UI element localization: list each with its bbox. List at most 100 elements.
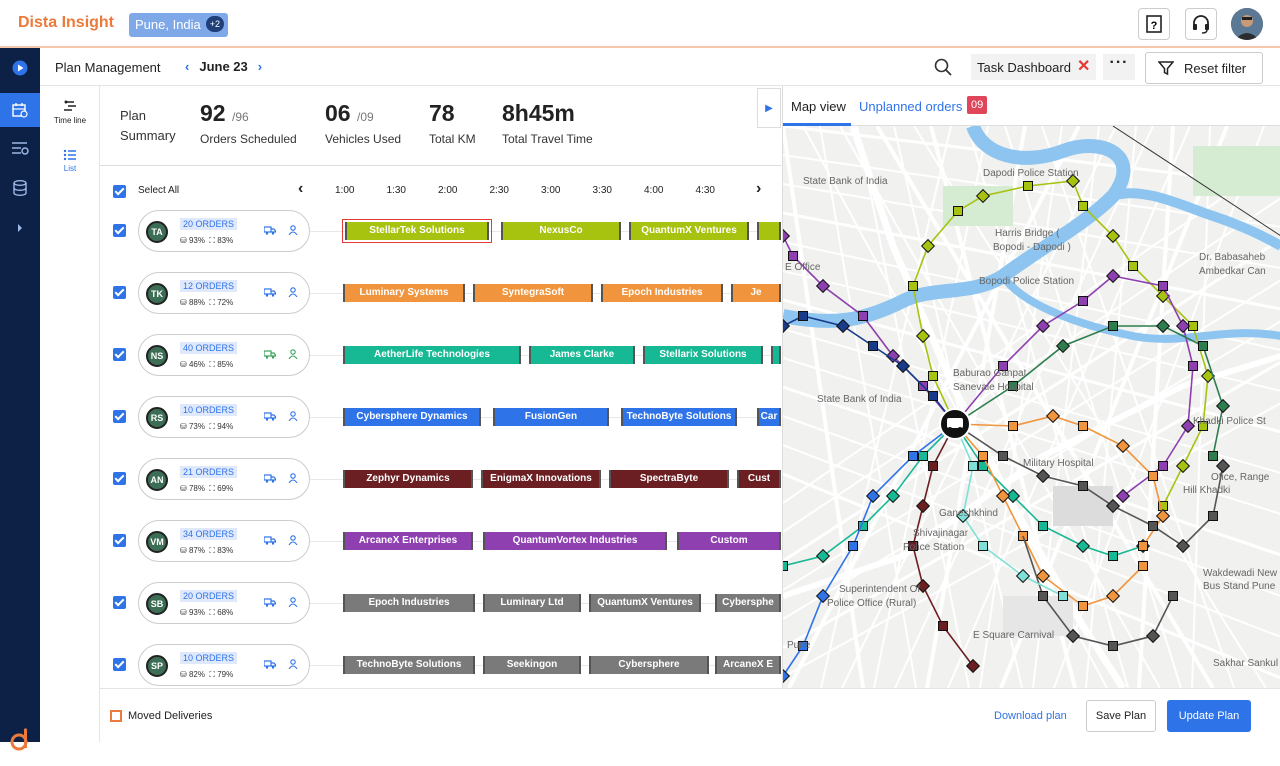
task-bar[interactable]: SpectraByte — [609, 470, 729, 488]
tab-timeline[interactable]: Time line — [40, 100, 100, 125]
more-options-button[interactable]: ··· — [1103, 54, 1135, 80]
timeline-prev-button[interactable]: ‹ — [298, 180, 304, 197]
map-label: Police Station — [903, 542, 964, 553]
filter-chip[interactable]: Task Dashboard ✕ — [971, 54, 1097, 80]
task-bar[interactable]: AetherLife Technologies — [343, 346, 521, 364]
task-bar[interactable]: Cybersphere Dynamics — [343, 408, 481, 426]
task-bar[interactable]: QuantumX Ventures — [629, 222, 749, 240]
collapse-map-button[interactable]: ▶ — [757, 88, 781, 128]
save-plan-button[interactable]: Save Plan — [1086, 700, 1156, 732]
settings-list-icon — [12, 142, 29, 155]
task-bar[interactable]: EnigmaX Innovations — [481, 470, 601, 488]
download-plan-link[interactable]: Download plan — [994, 710, 1067, 722]
map-label: Hill Khadki — [1183, 485, 1230, 496]
route-map[interactable]: State Bank of India Dapodi Police Station… — [783, 126, 1280, 688]
task-bar[interactable]: TechnoByte Solutions — [621, 408, 737, 426]
app-logo: Dista Insight — [18, 14, 115, 31]
row-checkbox[interactable] — [113, 410, 126, 423]
stop-marker — [955, 508, 971, 524]
task-bar[interactable]: Je — [731, 284, 781, 302]
road — [839, 126, 1161, 688]
prev-date-button[interactable]: ‹ — [185, 59, 190, 74]
task-bar[interactable]: Car — [757, 408, 781, 426]
task-bar[interactable]: ArcaneX Enterprises — [343, 532, 473, 550]
help-button[interactable]: ? — [1138, 8, 1170, 40]
map-canvas[interactable]: State Bank of India Dapodi Police Station… — [783, 126, 1280, 688]
nav-config[interactable] — [0, 133, 40, 163]
task-bar[interactable]: Luminary Ltd — [483, 594, 581, 612]
task-bar[interactable]: FusionGen — [493, 408, 609, 426]
task-bar[interactable]: TechnoByte Solutions — [343, 656, 475, 674]
vehicle-card[interactable]: TA 20 ORDERS ⛁ 93% ⛶ 83% — [138, 210, 310, 252]
stop-marker — [1045, 408, 1061, 424]
nav-planning[interactable] — [0, 93, 40, 127]
close-icon[interactable]: ✕ — [1076, 58, 1091, 75]
tab-unplanned-orders[interactable]: Unplanned orders — [859, 99, 963, 114]
road — [893, 126, 1023, 688]
road — [783, 126, 865, 688]
vehicle-card[interactable]: AN 21 ORDERS ⛁ 78% ⛶ 69% — [138, 458, 310, 500]
nav-database[interactable] — [0, 173, 40, 203]
task-bar[interactable]: Seekingon — [483, 656, 581, 674]
map-label: Bopodi Police Station — [979, 276, 1074, 287]
row-checkbox[interactable] — [113, 472, 126, 485]
road — [783, 353, 1280, 599]
nav-expand[interactable] — [0, 213, 40, 243]
map-label: Military Hospital — [1023, 458, 1094, 469]
stop-marker — [1198, 421, 1208, 431]
stop-marker — [915, 498, 931, 514]
vehicle-card[interactable]: TK 12 ORDERS ⛁ 88% ⛶ 72% — [138, 272, 310, 314]
stop-marker — [920, 238, 936, 254]
next-date-button[interactable]: › — [257, 59, 263, 74]
vehicle-card[interactable]: VM 34 ORDERS ⛁ 87% ⛶ 83% — [138, 520, 310, 562]
reset-filter-button[interactable]: Reset filter — [1145, 52, 1263, 84]
location-selector[interactable]: Pune, India +2 — [129, 13, 229, 37]
row-checkbox[interactable] — [113, 224, 126, 237]
row-checkbox[interactable] — [113, 286, 126, 299]
row-checkbox[interactable] — [113, 534, 126, 547]
select-all-checkbox[interactable] — [113, 185, 126, 198]
task-bar[interactable]: NexusCo — [501, 222, 621, 240]
task-bar[interactable]: Zephyr Dynamics — [343, 470, 473, 488]
task-bar[interactable]: Stellarix Solutions — [643, 346, 763, 364]
stop-marker — [1175, 458, 1191, 474]
tab-list[interactable]: List — [40, 148, 100, 173]
task-bar[interactable]: Cybersphere — [589, 656, 709, 674]
task-bar[interactable]: James Clarke — [529, 346, 635, 364]
orders-badge: 10 ORDERS — [180, 404, 238, 416]
update-plan-button[interactable]: Update Plan — [1167, 700, 1251, 732]
nav-play[interactable] — [0, 53, 40, 83]
sub-header: Plan Management ‹ June 23 › Task Dashboa… — [40, 48, 1280, 86]
task-bar[interactable]: StellarTek Solutions — [342, 219, 492, 243]
task-bar[interactable]: Custom — [677, 532, 781, 550]
task-bar[interactable]: SyntegraSoft — [473, 284, 593, 302]
row-checkbox[interactable] — [113, 348, 126, 361]
vehicle-card[interactable]: SB 20 ORDERS ⛁ 93% ⛶ 68% — [138, 582, 310, 624]
task-bar[interactable]: QuantumX Ventures — [589, 594, 701, 612]
route-line — [954, 415, 1164, 547]
task-bar[interactable]: Epoch Industries — [601, 284, 723, 302]
stop-marker — [965, 658, 981, 674]
map-label: Harris Bridge ( — [995, 228, 1060, 239]
search-button[interactable] — [934, 58, 952, 81]
support-button[interactable] — [1185, 8, 1217, 40]
task-bar[interactable]: ArcaneX E — [715, 656, 781, 674]
task-bar[interactable]: Luminary Systems — [343, 284, 465, 302]
row-checkbox[interactable] — [113, 596, 126, 609]
task-bar[interactable] — [771, 346, 781, 364]
task-bar[interactable]: QuantumVortex Industries — [483, 532, 667, 550]
vehicle-card[interactable]: RS 10 ORDERS ⛁ 73% ⛶ 94% — [138, 396, 310, 438]
timeline-next-button[interactable]: › — [756, 180, 762, 197]
vehicle-card[interactable]: SP 10 ORDERS ⛁ 82% ⛶ 79% — [138, 644, 310, 686]
vehicle-avatar: VM — [146, 531, 168, 553]
vehicle-card[interactable]: NS 40 ORDERS ⛁ 46% ⛶ 85% — [138, 334, 310, 376]
stop-marker — [1208, 451, 1218, 461]
task-bar[interactable]: Cybersphe — [715, 594, 781, 612]
stop-marker — [998, 451, 1008, 461]
user-avatar[interactable] — [1231, 8, 1263, 40]
tab-map-view[interactable]: Map view — [791, 99, 846, 114]
task-bar[interactable] — [757, 222, 781, 240]
task-bar[interactable]: Cust — [737, 470, 781, 488]
task-bar[interactable]: Epoch Industries — [343, 594, 475, 612]
row-checkbox[interactable] — [113, 658, 126, 671]
